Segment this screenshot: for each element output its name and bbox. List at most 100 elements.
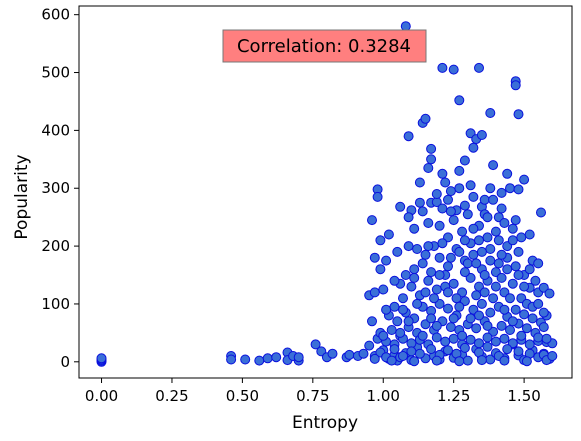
data-point: [381, 304, 392, 315]
data-point: [493, 235, 504, 246]
data-point: [398, 351, 408, 361]
data-point: [462, 355, 473, 366]
data-point: [513, 109, 524, 120]
data-point: [471, 258, 482, 269]
data-point: [513, 184, 524, 195]
data-point: [474, 62, 484, 73]
data-point: [482, 341, 493, 352]
data-point: [327, 348, 338, 359]
y-tick-label: 600: [41, 6, 70, 24]
data-point: [533, 298, 544, 309]
y-tick-label: 0: [60, 353, 70, 371]
data-point: [499, 355, 510, 366]
data-point: [505, 293, 515, 304]
data-point: [431, 320, 442, 331]
data-point: [262, 353, 273, 364]
data-point: [426, 344, 437, 355]
correlation-annotation: Correlation: 0.3284: [222, 29, 427, 63]
data-point: [412, 298, 423, 309]
data-point: [445, 322, 456, 333]
x-tick-label: 0.00: [85, 387, 118, 405]
y-tick-label: 200: [41, 237, 70, 255]
data-point: [443, 261, 453, 272]
data-point: [488, 293, 499, 304]
data-point: [485, 108, 496, 118]
data-point: [474, 310, 484, 321]
x-tick-label: 1.25: [437, 387, 470, 405]
data-point: [389, 301, 400, 312]
data-point: [513, 346, 524, 357]
data-point: [375, 264, 386, 275]
data-point: [530, 275, 541, 286]
data-point: [406, 346, 417, 357]
data-point: [459, 267, 470, 278]
data-point: [414, 348, 425, 359]
data-point: [414, 177, 425, 188]
x-tick-label: 1.00: [367, 387, 400, 405]
data-point: [445, 186, 456, 197]
data-point: [431, 332, 442, 343]
data-point: [448, 215, 459, 226]
y-tick-label: 500: [41, 64, 70, 82]
data-point: [482, 232, 493, 243]
data-point: [409, 356, 420, 367]
data-point: [524, 229, 535, 240]
data-point: [440, 177, 451, 188]
data-point: [454, 301, 465, 312]
data-point: [420, 113, 431, 124]
data-point: [426, 154, 437, 165]
data-point: [375, 235, 386, 246]
data-point: [409, 264, 420, 275]
data-point: [507, 235, 518, 246]
data-point: [448, 333, 459, 344]
data-point: [493, 258, 504, 269]
data-point: [254, 355, 265, 366]
data-point: [536, 207, 546, 218]
data-point: [454, 356, 465, 367]
data-point: [459, 155, 470, 166]
data-point: [476, 355, 487, 366]
data-point: [462, 209, 473, 220]
data-point: [403, 241, 414, 252]
data-point: [468, 142, 479, 153]
data-point: [510, 304, 521, 315]
x-tick-label: 0.25: [155, 387, 188, 405]
data-point: [499, 304, 510, 315]
data-point: [403, 316, 414, 327]
data-point: [451, 293, 462, 304]
data-point: [502, 344, 513, 355]
data-point: [462, 258, 473, 269]
data-point: [485, 255, 496, 266]
data-point: [496, 320, 507, 331]
data-point: [369, 287, 380, 298]
data-point: [383, 229, 394, 240]
data-point: [479, 270, 490, 280]
data-point: [378, 330, 389, 341]
data-point: [490, 281, 501, 292]
data-point: [426, 313, 437, 324]
data-point: [459, 342, 470, 353]
data-point: [482, 332, 493, 343]
data-point: [406, 281, 417, 292]
data-point: [521, 356, 532, 367]
data-point: [516, 232, 527, 243]
data-point: [403, 212, 414, 223]
data-point: [443, 287, 453, 298]
data-point: [488, 160, 499, 171]
data-point: [454, 246, 465, 257]
data-point: [499, 218, 510, 228]
data-point: [381, 255, 392, 266]
y-axis: 0 100 200 300 400 500 600: [41, 6, 79, 371]
data-point: [310, 339, 321, 350]
y-tick-label: 300: [41, 179, 70, 197]
data-point: [443, 303, 453, 314]
data-point: [417, 258, 428, 269]
data-point: [502, 264, 513, 275]
data-point: [443, 345, 453, 356]
data-point: [505, 325, 515, 335]
data-point: [482, 320, 493, 331]
data-point: [496, 203, 507, 214]
data-point: [426, 267, 437, 278]
data-point: [513, 270, 524, 280]
data-point: [476, 130, 487, 140]
